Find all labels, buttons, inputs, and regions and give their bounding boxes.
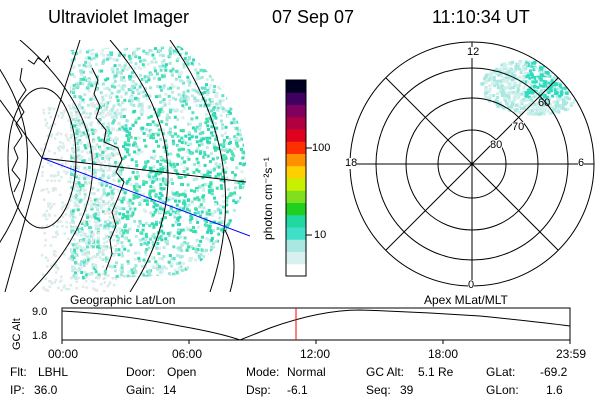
mlt-label-0: 0 [468, 279, 475, 291]
time-tick-1200: 12:00 [300, 347, 331, 361]
colorbar-band [286, 227, 306, 240]
coastline [11, 54, 125, 271]
colorbar-band [286, 202, 306, 216]
polar-emission [480, 60, 583, 116]
mlt-label-6: 6 [578, 157, 585, 169]
time-tick-0600: 06:00 [172, 347, 203, 361]
mode-label: Mode: [246, 365, 280, 379]
colorbar-band [286, 263, 306, 277]
geographic-label: Geographic Lat/Lon [70, 293, 176, 307]
gcalt-label: GC Alt: [366, 365, 405, 379]
colorbar-band [286, 129, 306, 142]
terminator-line [41, 157, 250, 237]
time-ticks [61, 340, 571, 344]
gain-value: 14 [163, 383, 177, 397]
lat-lon-grid [0, 40, 247, 292]
gc-alt-tick-high: 9.0 [32, 306, 48, 318]
colorbar-band [286, 92, 306, 105]
mlt-label-12: 12 [467, 46, 480, 58]
gc-alt-tick-low: 1.8 [32, 330, 48, 342]
gc-alt-axis-label: GC Alt [11, 318, 23, 350]
mode-value: Normal [287, 365, 326, 379]
colorbar-band [286, 239, 306, 252]
polar-mlt-plot [349, 41, 595, 287]
colorbar-band [286, 190, 306, 203]
glon-value: 1.6 [546, 383, 563, 397]
altitude-track-plot [61, 307, 571, 344]
seq-label: Seq: [366, 383, 391, 397]
app-title: Ultraviolet Imager [48, 7, 190, 27]
colorbar-label-100: 100 [312, 142, 331, 154]
geographic-image [0, 40, 250, 292]
colorbar-band [286, 153, 306, 167]
ip-label: IP: [10, 383, 25, 397]
colorbar-band [286, 80, 306, 93]
seq-value: 39 [400, 383, 414, 397]
apex-label: Apex MLat/MLT [424, 293, 508, 307]
time-tick-2359: 23:59 [556, 347, 587, 361]
time-tick-1800: 18:00 [428, 347, 459, 361]
glon-label: GLon: [486, 383, 519, 397]
mlt-label-18: 18 [345, 157, 358, 169]
glat-value: -69.2 [540, 365, 568, 379]
colorbar-label-10: 10 [314, 229, 327, 241]
colorbar-band [286, 214, 306, 228]
dsp-value: -6.1 [287, 383, 308, 397]
mlat-label-60: 60 [538, 97, 551, 109]
polar-grid [349, 41, 595, 287]
colorbar-band [286, 251, 306, 265]
mlat-label-80: 80 [490, 139, 503, 151]
dsp-label: Dsp: [246, 383, 271, 397]
colorbar-band [286, 165, 306, 179]
observation-date: 07 Sep 07 [272, 7, 355, 27]
ip-value: 36.0 [34, 383, 58, 397]
door-value: Open [167, 365, 197, 379]
gain-label: Gain: [126, 383, 155, 397]
colorbar-band [286, 141, 306, 154]
glat-label: GLat: [486, 365, 516, 379]
flt-value: LBHL [38, 365, 69, 379]
observation-time: 11:10:34 UT [432, 7, 530, 27]
time-tick-0000: 00:00 [48, 347, 79, 361]
flt-label: Flt: [10, 365, 27, 379]
colorbar-band [286, 178, 306, 191]
colorbar-unit-label: photon cm⁻²s⁻¹ [261, 157, 275, 240]
colorbar-band [286, 116, 306, 130]
altitude-curve [61, 309, 571, 341]
mlat-label-70: 70 [512, 121, 525, 133]
gcalt-value: 5.1 Re [418, 365, 454, 379]
color-scale-bar [285, 79, 312, 277]
colorbar-band [286, 104, 306, 118]
door-label: Door: [126, 365, 156, 379]
